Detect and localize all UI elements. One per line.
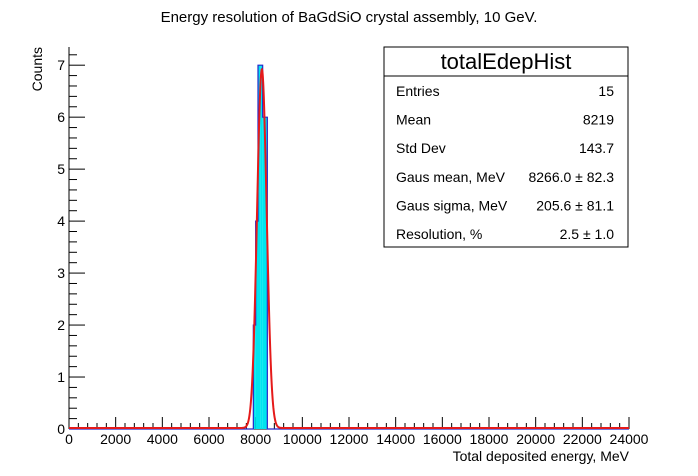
x-tick-label: 12000 [330, 431, 369, 447]
x-tick-label: 0 [65, 431, 73, 447]
histogram-bar-5 [265, 117, 268, 429]
y-axis-label: Counts [29, 47, 45, 91]
gaussian-fit [69, 67, 629, 429]
stats-row-value: 8266.0 ± 82.3 [528, 169, 614, 185]
y-tick-label: 5 [57, 161, 65, 177]
stats-row-value: 143.7 [579, 140, 614, 156]
fit-curve [69, 67, 629, 429]
x-tick-label: 16000 [423, 431, 462, 447]
x-tick-label: 14000 [376, 431, 415, 447]
stats-row-label: Entries [396, 83, 440, 99]
x-tick-label: 4000 [147, 431, 178, 447]
x-tick-label: 8000 [240, 431, 271, 447]
x-tick-label: 24000 [610, 431, 649, 447]
histogram-bar-4 [262, 117, 265, 429]
stats-row-value: 205.6 ± 81.1 [536, 197, 614, 213]
x-tick-label: 6000 [193, 431, 224, 447]
histogram-bar-0 [253, 325, 256, 429]
y-tick-label: 6 [57, 109, 65, 125]
y-tick-label: 2 [57, 317, 65, 333]
y-tick-label: 7 [57, 57, 65, 73]
stats-box-title: totalEdepHist [441, 49, 572, 74]
stats-row-label: Gaus mean, MeV [396, 169, 506, 185]
stats-row-label: Std Dev [396, 140, 446, 156]
stats-row-label: Mean [396, 112, 431, 128]
histogram-bar-3 [260, 65, 263, 429]
y-tick-label: 4 [57, 213, 65, 229]
stats-row-value: 8219 [583, 112, 614, 128]
y-tick-label: 3 [57, 265, 65, 281]
y-axis-ticks: 0 1 2 3 4 5 6 7 [57, 54, 85, 437]
x-tick-label: 20000 [516, 431, 555, 447]
chart-title: Energy resolution of BaGdSiO crystal ass… [161, 9, 538, 26]
histogram-bar-1 [255, 221, 258, 429]
x-tick-label: 10000 [283, 431, 322, 447]
y-tick-label: 0 [57, 421, 65, 437]
x-tick-label: 18000 [470, 431, 509, 447]
stats-row-label: Resolution, % [396, 226, 482, 242]
stats-box-frame [383, 46, 629, 248]
x-tick-label: 22000 [563, 431, 602, 447]
y-tick-label: 1 [57, 369, 65, 385]
stats-row-label: Gaus sigma, MeV [396, 197, 508, 213]
stats-row-value: 15 [598, 83, 614, 99]
stats-row-value: 2.5 ± 1.0 [560, 226, 615, 242]
x-tick-label: 2000 [100, 431, 131, 447]
x-axis-label: Total deposited energy, MeV [453, 448, 630, 464]
histogram-bar-2 [258, 65, 261, 429]
x-axis-ticks: 0 2000 4000 6000 8000 10000 12000 14000 16000 180… [65, 417, 649, 447]
